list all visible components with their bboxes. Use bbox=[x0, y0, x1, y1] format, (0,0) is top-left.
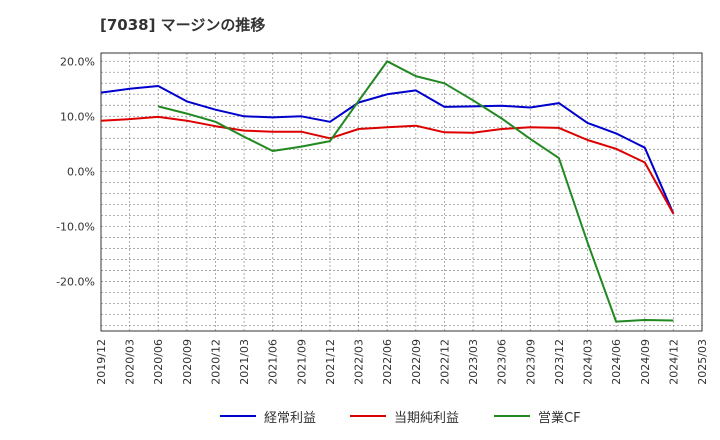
legend-label-0: 経常利益 bbox=[264, 410, 317, 426]
x-tick-label: 2022/12 bbox=[438, 339, 451, 385]
legend-item-0: 経常利益 bbox=[220, 405, 316, 427]
x-tick-label: 2023/06 bbox=[496, 339, 509, 385]
x-tick-label: 2020/12 bbox=[209, 339, 222, 385]
x-tick-label: 2020/03 bbox=[124, 339, 137, 385]
legend-item-2: 営業CF bbox=[494, 405, 581, 427]
legend-label-2: 営業CF bbox=[538, 410, 581, 426]
plot-frame bbox=[100, 52, 703, 332]
x-tick-label: 2021/03 bbox=[238, 339, 251, 385]
x-tick-label: 2024/03 bbox=[582, 339, 595, 385]
y-tick-label: -10.0% bbox=[56, 220, 95, 233]
series-line-0 bbox=[100, 85, 675, 215]
x-tick-label: 2024/12 bbox=[667, 339, 680, 385]
y-tick-label: 0.0% bbox=[67, 165, 95, 178]
legend-swatch-1 bbox=[350, 415, 386, 417]
x-tick-label: 2020/06 bbox=[152, 339, 165, 385]
series-line-2 bbox=[157, 60, 674, 323]
x-tick-label: 2022/09 bbox=[410, 339, 423, 385]
plot-area bbox=[101, 53, 702, 331]
y-tick-label: 10.0% bbox=[60, 110, 95, 123]
x-tick-label: 2020/09 bbox=[181, 339, 194, 385]
legend: 経常利益 当期純利益 営業CF bbox=[0, 405, 720, 427]
chart-title: [7038] マージンの推移 bbox=[100, 16, 266, 34]
y-tick-label: -20.0% bbox=[56, 275, 95, 288]
x-tick-label: 2021/06 bbox=[267, 339, 280, 385]
legend-swatch-0 bbox=[220, 415, 256, 417]
legend-item-1: 当期純利益 bbox=[350, 405, 459, 427]
x-tick-label: 2025/03 bbox=[696, 339, 709, 385]
x-tick-label: 2023/12 bbox=[553, 339, 566, 385]
legend-swatch-2 bbox=[494, 415, 530, 417]
y-tick-label: 20.0% bbox=[60, 55, 95, 68]
series-line-1 bbox=[100, 115, 675, 215]
x-tick-label: 2023/09 bbox=[524, 339, 537, 385]
legend-label-1: 当期純利益 bbox=[394, 410, 460, 426]
x-tick-label: 2022/03 bbox=[353, 339, 366, 385]
x-tick-label: 2019/12 bbox=[95, 339, 108, 385]
x-tick-label: 2024/06 bbox=[610, 339, 623, 385]
x-tick-label: 2022/06 bbox=[381, 339, 394, 385]
x-tick-label: 2024/09 bbox=[639, 339, 652, 385]
x-tick-label: 2021/09 bbox=[295, 339, 308, 385]
x-tick-label: 2021/12 bbox=[324, 339, 337, 385]
x-tick-label: 2023/03 bbox=[467, 339, 480, 385]
